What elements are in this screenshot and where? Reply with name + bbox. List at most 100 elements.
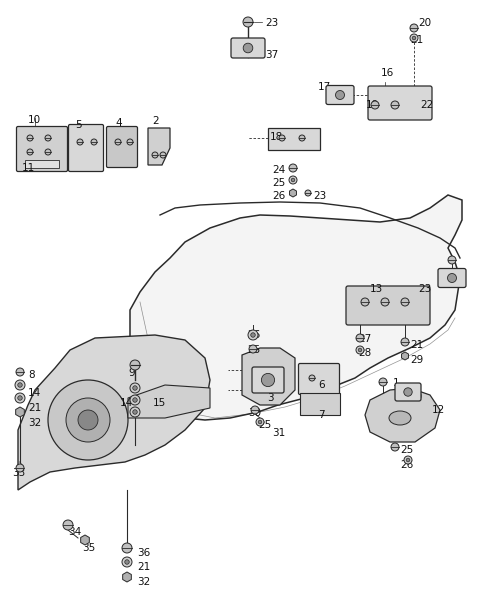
Text: 33: 33 [12, 468, 25, 478]
Polygon shape [18, 335, 210, 490]
Circle shape [401, 338, 409, 346]
FancyBboxPatch shape [25, 160, 59, 168]
Circle shape [122, 543, 132, 553]
Polygon shape [123, 572, 132, 582]
Circle shape [309, 375, 315, 381]
Circle shape [130, 383, 140, 393]
Text: 3: 3 [267, 393, 274, 403]
Text: 25: 25 [400, 445, 413, 455]
Circle shape [115, 139, 121, 145]
Circle shape [160, 152, 166, 158]
Text: 36: 36 [137, 548, 150, 558]
FancyBboxPatch shape [268, 128, 320, 150]
Polygon shape [128, 385, 210, 418]
Text: 19: 19 [366, 100, 379, 110]
Circle shape [412, 36, 416, 40]
FancyBboxPatch shape [368, 86, 432, 120]
Text: 25: 25 [258, 420, 271, 430]
Circle shape [379, 378, 387, 386]
Circle shape [251, 406, 259, 414]
Text: 2: 2 [152, 116, 158, 126]
Polygon shape [242, 348, 295, 405]
Text: 11: 11 [22, 163, 35, 173]
Polygon shape [365, 388, 440, 442]
Circle shape [45, 149, 51, 155]
Text: 32: 32 [137, 577, 150, 587]
Text: 14: 14 [120, 398, 133, 408]
Text: 9: 9 [128, 368, 134, 378]
Circle shape [77, 139, 83, 145]
Circle shape [447, 273, 456, 283]
Text: 20: 20 [418, 18, 431, 28]
Text: 34: 34 [68, 527, 81, 537]
Circle shape [256, 418, 264, 426]
Text: 16: 16 [381, 68, 394, 78]
Text: 12: 12 [432, 405, 445, 415]
Circle shape [243, 17, 253, 27]
Text: 1: 1 [393, 378, 400, 388]
Text: 21: 21 [137, 562, 150, 572]
Polygon shape [300, 393, 340, 415]
Circle shape [16, 464, 24, 472]
Circle shape [130, 395, 140, 405]
Circle shape [249, 345, 257, 353]
Circle shape [258, 420, 262, 424]
Circle shape [391, 443, 399, 451]
Circle shape [18, 383, 22, 387]
Circle shape [404, 456, 412, 464]
Polygon shape [130, 195, 462, 420]
Text: 35: 35 [82, 543, 95, 553]
Circle shape [262, 373, 275, 387]
FancyBboxPatch shape [69, 124, 104, 172]
Circle shape [15, 393, 25, 403]
Circle shape [289, 176, 297, 184]
Text: 21: 21 [410, 340, 423, 350]
Circle shape [279, 135, 285, 141]
Polygon shape [402, 352, 408, 360]
Text: 7: 7 [318, 410, 324, 420]
Text: 24: 24 [272, 165, 285, 175]
Circle shape [18, 396, 22, 400]
Text: 6: 6 [318, 380, 324, 390]
Circle shape [78, 410, 98, 430]
Circle shape [305, 190, 311, 196]
Text: 31: 31 [272, 428, 285, 438]
Circle shape [356, 334, 364, 342]
Circle shape [122, 557, 132, 567]
Ellipse shape [389, 411, 411, 425]
FancyBboxPatch shape [299, 364, 339, 395]
Circle shape [361, 298, 369, 306]
Circle shape [358, 348, 362, 352]
Circle shape [248, 330, 258, 340]
Circle shape [27, 149, 33, 155]
Circle shape [391, 101, 399, 109]
Circle shape [299, 135, 305, 141]
Circle shape [410, 34, 418, 42]
Text: 26: 26 [247, 330, 260, 340]
Text: 5: 5 [75, 120, 82, 130]
Text: 13: 13 [370, 284, 383, 294]
Text: 29: 29 [410, 355, 423, 365]
Circle shape [133, 409, 137, 414]
Circle shape [401, 298, 409, 306]
Circle shape [152, 152, 158, 158]
FancyBboxPatch shape [438, 268, 466, 287]
Circle shape [27, 135, 33, 141]
Circle shape [63, 520, 73, 530]
Circle shape [130, 407, 140, 417]
Text: 18: 18 [270, 132, 283, 142]
Circle shape [16, 368, 24, 376]
Text: 21: 21 [410, 35, 423, 45]
FancyBboxPatch shape [346, 286, 430, 325]
FancyBboxPatch shape [107, 126, 137, 167]
Text: 10: 10 [28, 115, 41, 125]
Circle shape [404, 388, 412, 396]
Polygon shape [81, 535, 89, 545]
Circle shape [130, 360, 140, 370]
Text: 26: 26 [272, 191, 285, 201]
FancyBboxPatch shape [231, 38, 265, 58]
Text: 23: 23 [265, 18, 278, 28]
Text: 25: 25 [247, 345, 260, 355]
Circle shape [48, 380, 128, 460]
Circle shape [66, 398, 110, 442]
